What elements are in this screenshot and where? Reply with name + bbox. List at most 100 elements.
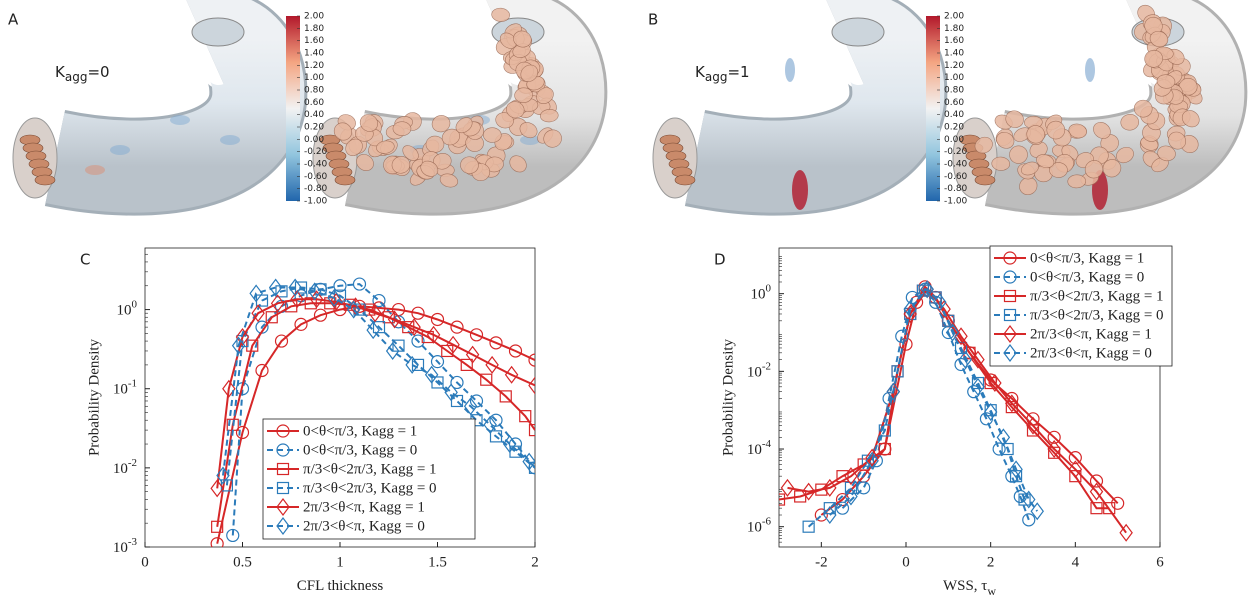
legend-label: π/3<θ<2π/3, Kagg = 0: [1030, 307, 1164, 323]
y-tick-base: 10: [747, 520, 762, 536]
marker: [508, 344, 523, 358]
stress-spot: [1085, 58, 1095, 82]
colorbar-tick-label: -0.80: [304, 184, 328, 194]
colorbar-tick-label: -0.40: [304, 160, 328, 170]
marker: [274, 334, 289, 348]
marker: [504, 365, 519, 384]
marker: [779, 493, 786, 506]
marker: [844, 487, 858, 506]
legend-label: π/3<θ<2π/3, Kagg = 0: [303, 480, 437, 496]
cell: [392, 121, 412, 136]
cell: [34, 174, 56, 186]
marker: [954, 341, 968, 355]
colorbar: 2.00 1.80 1.60 1.40 1.20 1.00 0.80 0.60 0.40 0.20…: [286, 12, 328, 207]
y-tick-base: 10: [751, 287, 766, 303]
y-tick-label: 100: [751, 282, 772, 303]
x-tick-label: 0: [902, 554, 910, 570]
marker: [1119, 523, 1133, 542]
marker: [937, 300, 951, 319]
cell: [495, 112, 514, 129]
cell: [506, 101, 525, 119]
marker: [1089, 474, 1104, 488]
cell: [482, 127, 502, 143]
y-tick-base: 10: [747, 365, 762, 381]
marker: [270, 294, 285, 313]
colorbar-tick-label: -1.00: [944, 197, 968, 207]
legend: 0<θ<π/3, Kagg = 1 0<θ<π/3, Kagg = 0 π/3<θ<…: [262, 418, 476, 540]
marker: [844, 467, 858, 486]
marker: [1022, 513, 1036, 527]
vessel-render: [312, 0, 608, 216]
colorbar-tick-label: -0.40: [944, 160, 968, 170]
colorbar-tick-label: 1.00: [304, 73, 324, 83]
marker: [411, 334, 425, 348]
marker: [958, 350, 973, 369]
x-axis-label: WSS, τw: [943, 578, 996, 597]
marker: [246, 339, 259, 352]
cell: [1009, 145, 1028, 164]
marker: [210, 479, 224, 498]
marker: [502, 435, 517, 454]
colorbar-tick-label: 1.60: [304, 36, 324, 46]
cell: [333, 122, 353, 141]
vessel-body: [45, 0, 305, 213]
cell: [1020, 161, 1039, 176]
marker: [444, 383, 458, 402]
marker: [235, 425, 250, 440]
y-tick-exp: -1: [128, 377, 137, 389]
legend-marker: [1003, 289, 1017, 303]
vessel-render: [12, 0, 308, 216]
cell: [1157, 145, 1176, 162]
marker: [528, 353, 535, 367]
cell: [460, 156, 479, 174]
x-tick-label: 2: [987, 554, 995, 570]
marker: [780, 478, 795, 497]
marker: [251, 304, 265, 323]
marker: [368, 304, 382, 323]
marker: [329, 292, 343, 311]
x-tick-label: 0: [141, 554, 149, 570]
legend-label: 0<θ<π/3, Kagg = 1: [303, 423, 417, 439]
cell: [1133, 99, 1153, 118]
cell: [356, 154, 374, 171]
cell: [1019, 177, 1038, 196]
marker: [426, 325, 441, 344]
colorbar-tick-label: -0.60: [944, 172, 968, 182]
marker: [294, 281, 308, 294]
marker: [216, 466, 230, 485]
cell: [1093, 122, 1111, 139]
marker: [231, 336, 246, 355]
colorbar-tick-label: 0.80: [304, 86, 324, 96]
colorbar-tick-label: 1.40: [304, 49, 324, 59]
marker: [304, 297, 317, 310]
cell: [425, 135, 445, 153]
cell: [441, 128, 461, 146]
marker: [1001, 442, 1014, 456]
marker: [450, 320, 464, 334]
y-axis-label: Probability Density: [86, 338, 102, 456]
series-line: [841, 287, 1030, 521]
stress-spot: [110, 145, 130, 155]
marker: [996, 428, 1011, 447]
y-axis-label: Probability Density: [720, 338, 736, 456]
cell: [996, 131, 1015, 149]
cell: [1005, 110, 1024, 128]
marker: [343, 298, 356, 311]
x-axis-label-sub: w: [987, 584, 996, 598]
marker: [802, 520, 815, 533]
marker: [1009, 460, 1023, 479]
cell: [334, 174, 356, 186]
marker: [372, 293, 386, 308]
vessel-body: [685, 0, 945, 213]
vessel-render: [652, 0, 948, 216]
colorbar-tick-label: -0.20: [944, 147, 968, 157]
colorbar-tick-label: 2.00: [304, 12, 324, 22]
cell: [536, 87, 554, 104]
marker: [933, 293, 947, 312]
colorbar-tick-label: 0.40: [944, 110, 964, 120]
marker: [1111, 496, 1125, 510]
marker: [865, 448, 879, 467]
marker: [346, 300, 361, 319]
colorbar-tick-label: -0.80: [944, 184, 968, 194]
cell: [520, 64, 539, 82]
